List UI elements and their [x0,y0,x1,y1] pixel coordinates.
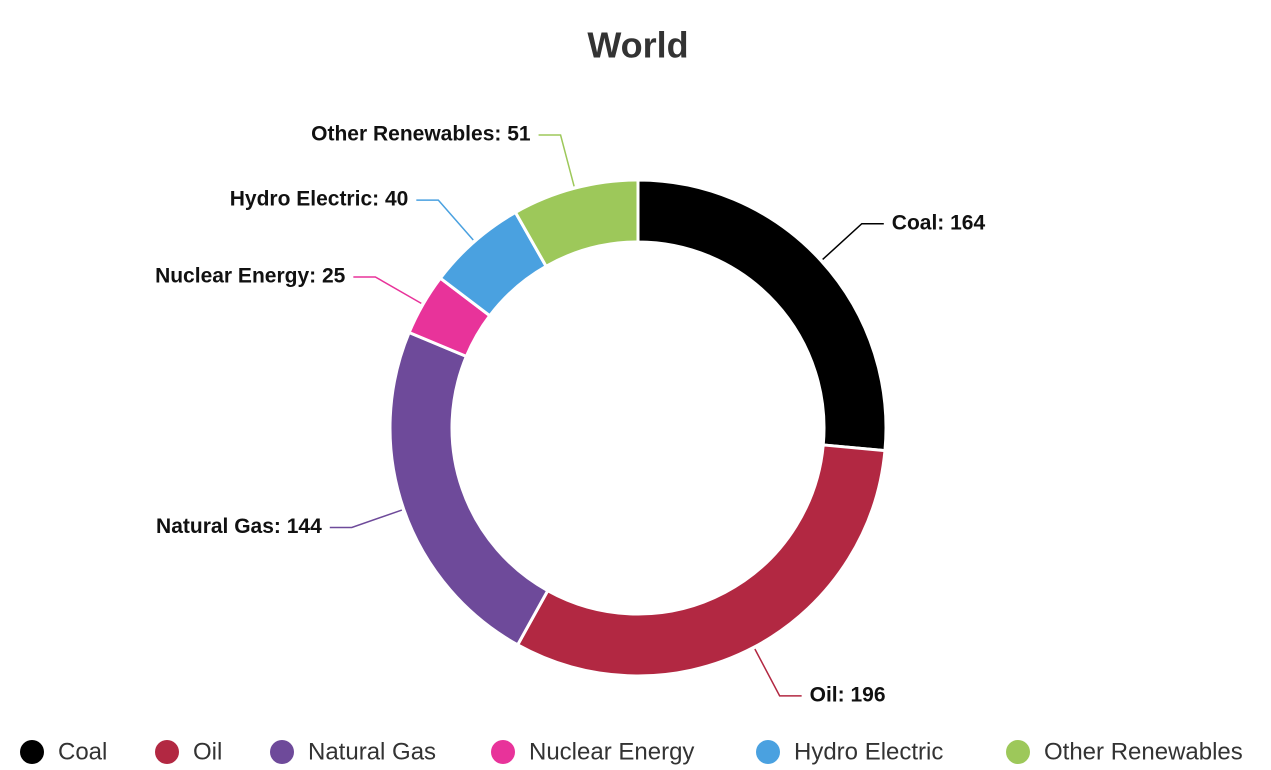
leader-line [822,222,884,261]
data-label: Nuclear Energy: 25 [155,264,346,287]
donut-slice [513,178,640,268]
data-label: Coal: 164 [892,211,986,234]
donut-slice [388,331,550,647]
chart-title: World [587,25,688,66]
leader-line [329,509,403,529]
leader-line [416,199,474,241]
legend-marker [1006,740,1030,764]
data-label: Hydro Electric: 40 [230,188,409,211]
leader-line [538,134,575,187]
legend-marker [155,740,179,764]
leader-line [353,276,422,305]
data-label: Oil: 196 [810,683,886,706]
legend-label: Other Renewables [1044,738,1243,765]
donut-slice [636,178,888,453]
legend-marker [756,740,780,764]
legend-label: Hydro Electric [794,738,943,765]
legend-marker [491,740,515,764]
data-label: Other Renewables: 51 [311,123,531,146]
legend-label: Coal [58,738,107,765]
legend-label: Nuclear Energy [529,738,694,765]
legend-marker [20,740,44,764]
donut-slice [516,443,887,678]
legend-label: Natural Gas [308,738,436,765]
leader-line [754,648,802,697]
data-label: Natural Gas: 144 [156,515,322,538]
legend-marker [270,740,294,764]
legend-label: Oil [193,738,222,765]
